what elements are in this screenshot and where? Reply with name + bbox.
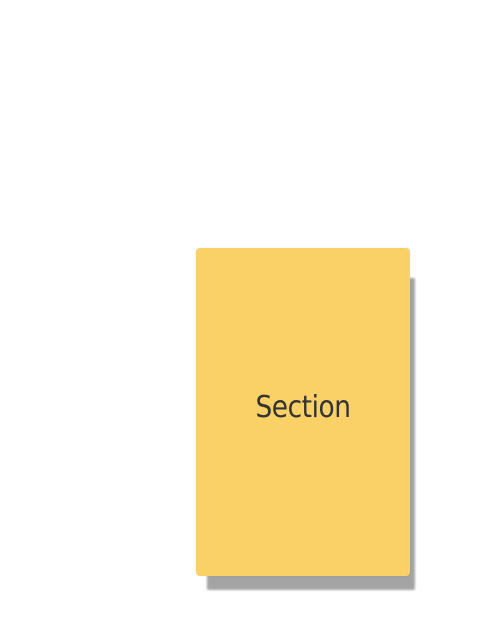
section-card-label: Section bbox=[255, 389, 351, 425]
section-card[interactable]: Section bbox=[196, 248, 410, 576]
